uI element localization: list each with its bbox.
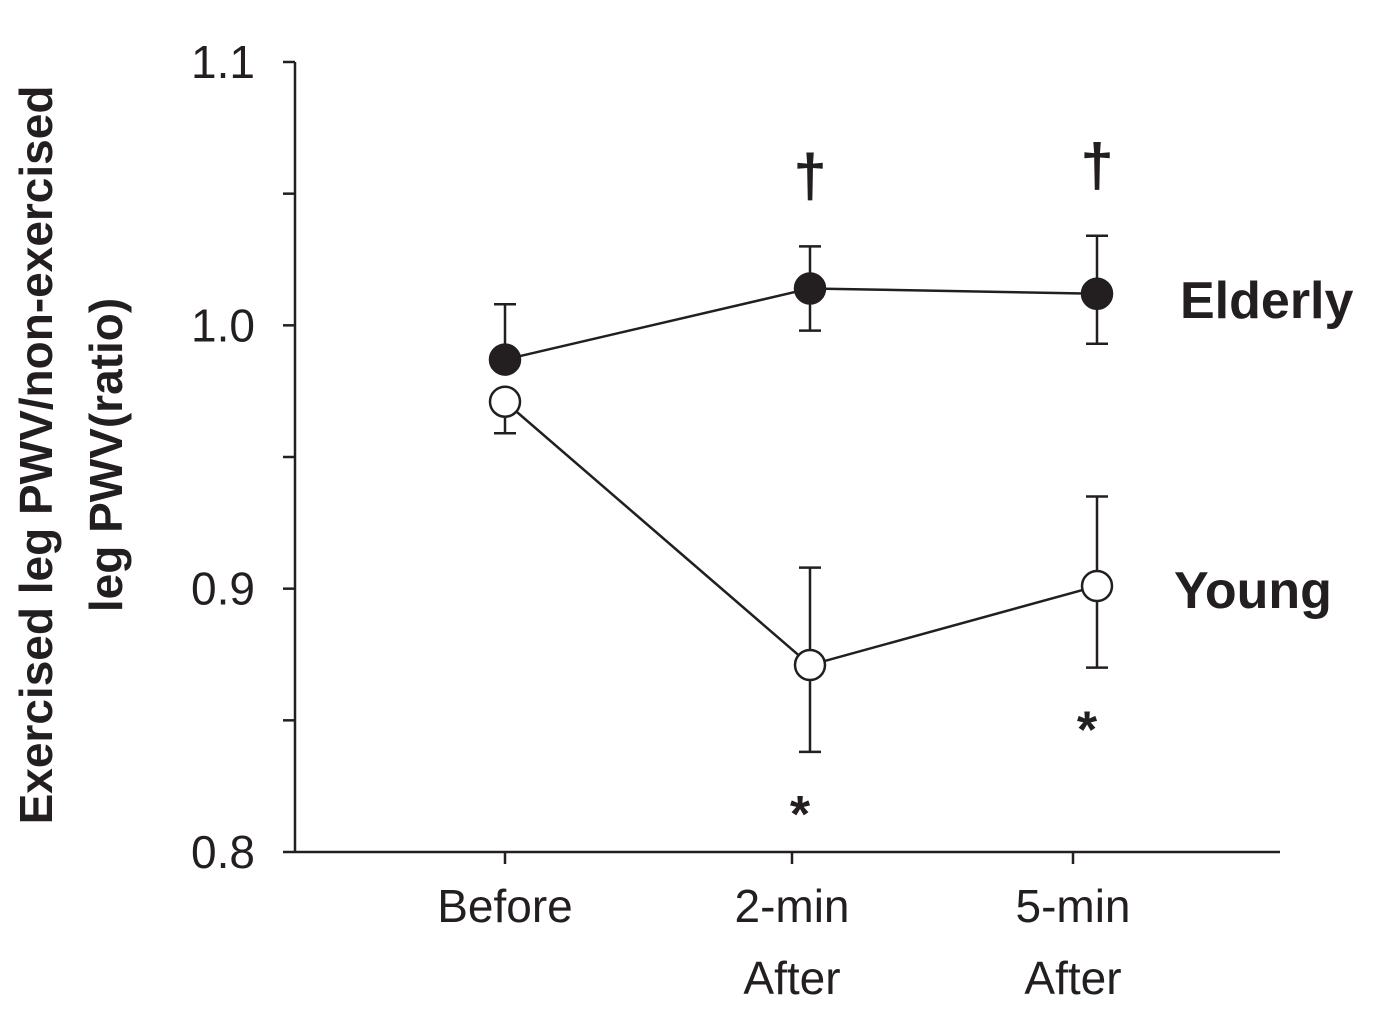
y-axis-label: leg PWV(ratio) [80,298,132,612]
y-tick-label: 1.0 [191,299,255,351]
x-tick-label: After [1024,952,1121,1004]
chart-labels: 0.8 0.9 1.0 1.1 Before 2-min After 5-min After Ex… [10,36,1353,1004]
y-tick-label: 0.9 [191,563,255,615]
series-line-young [504,400,1098,667]
series-label-elderly: Elderly [1180,272,1353,330]
data-point-elderly [793,272,827,305]
data-point-young [488,385,522,418]
y-tick-label: 1.1 [191,36,255,88]
x-tick-label: 2-min [734,880,849,932]
series-label-young: Young [1174,562,1332,620]
axes [283,60,1280,864]
significance-dagger: † [1080,132,1113,199]
x-tick-label: Before [437,880,573,932]
significance-asterisk: * [790,786,811,844]
data-point-elderly [488,343,522,376]
data-point-elderly [1080,277,1114,310]
x-tick-label: After [743,952,840,1004]
chart-marks [488,234,1114,754]
significance-asterisk: * [1077,702,1098,760]
significance-dagger: † [793,142,826,209]
y-axis-label: Exercised leg PWV/non-exercised [10,86,62,825]
data-point-young [793,648,827,682]
y-tick-label: 0.8 [191,826,255,878]
x-tick-label: 5-min [1015,880,1130,932]
data-point-young [1080,569,1114,603]
